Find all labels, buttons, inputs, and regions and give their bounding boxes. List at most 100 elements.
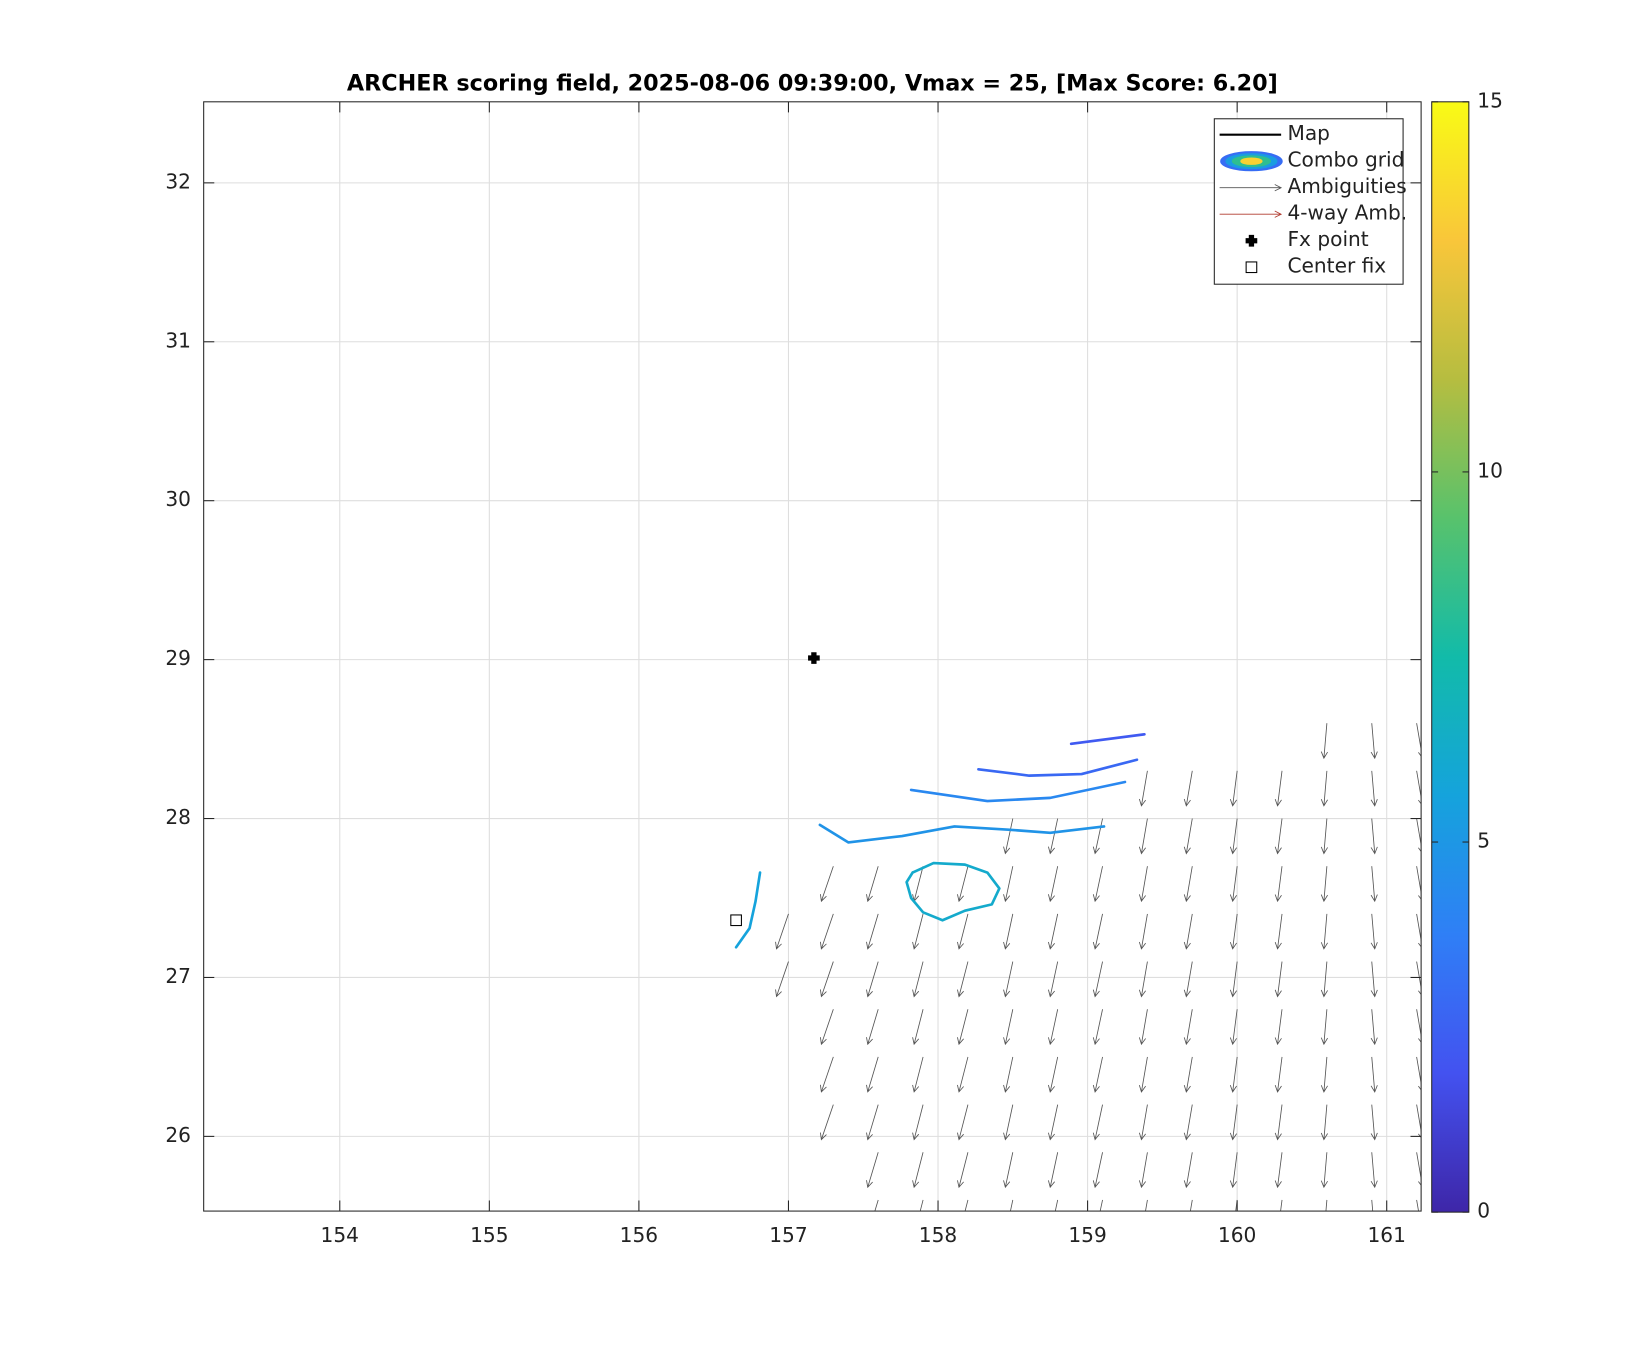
y-tick-label: 32 — [165, 169, 191, 193]
ambiguity-arrow — [1145, 1199, 1148, 1212]
ambiguity-arrow — [1183, 818, 1193, 855]
ambiguity-arrow — [866, 1152, 879, 1189]
y-tick-label: 27 — [165, 964, 191, 988]
ambiguity-arrow — [1235, 1199, 1238, 1212]
ambiguity-arrow — [1416, 723, 1422, 757]
ambiguity-arrow — [866, 866, 879, 903]
axes-box — [203, 101, 1422, 1212]
ambiguity-arrow — [957, 866, 969, 903]
ambiguity-arrow — [1092, 1056, 1103, 1093]
ambiguity-arrow — [1138, 961, 1148, 998]
x-tick-label: 161 — [1368, 1223, 1406, 1247]
x-tick-label: 160 — [1218, 1223, 1256, 1247]
ambiguity-arrow — [1048, 961, 1059, 998]
ambiguity-arrow — [1003, 1104, 1014, 1141]
ambiguity-arrow — [1048, 1152, 1059, 1189]
ambiguity-arrow — [1183, 913, 1193, 950]
ambiguity-arrow — [964, 1199, 969, 1212]
ambiguity-arrow — [1138, 1009, 1148, 1046]
ambiguity-arrow — [1048, 818, 1059, 855]
ambiguity-arrow — [1003, 1009, 1014, 1046]
ambiguity-arrow — [1325, 1199, 1328, 1212]
ambiguity-arrow — [1183, 866, 1193, 903]
ambiguity-arrow — [1003, 961, 1014, 998]
x-tick-label: 159 — [1068, 1223, 1106, 1247]
ambiguity-arrow — [819, 1104, 834, 1141]
ambiguity-arrow — [1138, 1104, 1148, 1141]
grid — [203, 101, 1422, 1212]
legend-label: Combo grid — [1287, 148, 1404, 172]
legend-label: Ambiguities — [1287, 174, 1406, 198]
ambiguity-arrow — [1048, 913, 1059, 950]
ambiguity-arrow — [1370, 1104, 1378, 1141]
ambiguity-arrow — [1183, 770, 1193, 807]
ambiguity-arrow — [1138, 770, 1148, 807]
ambiguity-arrow — [1048, 1009, 1059, 1046]
ambiguity-arrow — [1370, 913, 1378, 950]
ambiguity-arrow — [1003, 866, 1014, 903]
ambiguity-arrow — [1416, 770, 1422, 805]
y-tick-label: 29 — [165, 646, 191, 670]
contour-line — [909, 780, 1127, 803]
ambiguity-arrow — [1370, 770, 1378, 807]
x-tick-label: 158 — [919, 1223, 957, 1247]
ambiguity-arrow — [912, 913, 924, 950]
ambiguity-arrow — [1274, 1104, 1283, 1141]
ambiguity-arrow — [1054, 1199, 1059, 1212]
ambiguity-arrow — [866, 1104, 879, 1141]
legend-label: Map — [1287, 121, 1329, 145]
contour-line — [734, 871, 762, 949]
ambiguity-arrow — [1229, 1056, 1238, 1093]
ambiguity-arrow — [1183, 1056, 1193, 1093]
ambiguity-arrow — [1138, 1056, 1148, 1093]
ambiguity-arrow — [1092, 866, 1103, 903]
ambiguity-arrow — [912, 1104, 924, 1141]
ambiguity-arrow — [775, 961, 789, 998]
ambiguity-arrow — [1003, 1152, 1014, 1189]
x-tick-label: 154 — [321, 1223, 359, 1247]
ambiguity-arrow — [1371, 1199, 1374, 1212]
ambiguity-arrow — [1009, 1199, 1014, 1212]
ambiguity-arrow — [775, 913, 789, 950]
ambiguity-arrow — [819, 1009, 834, 1046]
legend-icon — [1245, 234, 1258, 247]
y-tick-label: 30 — [165, 487, 191, 511]
colorbar-tick-label: 5 — [1477, 829, 1490, 853]
ambiguity-arrow — [1048, 866, 1059, 903]
ambiguity-arrow — [1092, 961, 1103, 998]
x-tick-label: 156 — [620, 1223, 658, 1247]
x-tick-label: 157 — [769, 1223, 807, 1247]
ambiguity-arrow — [1370, 818, 1378, 855]
ambiguity-arrow — [1320, 770, 1328, 807]
chart-title: ARCHER scoring field, 2025-08-06 09:39:0… — [347, 70, 1278, 96]
ambiguity-arrow — [1003, 913, 1014, 950]
legend-icon — [1245, 261, 1258, 274]
ambiguity-arrow — [1370, 866, 1378, 903]
ambiguity-arrow — [1274, 913, 1283, 950]
legend-icon — [1240, 157, 1263, 165]
colorbar-tick-label: 0 — [1477, 1199, 1490, 1223]
colorbar-ticks: 0 5 10 15 — [1431, 88, 1503, 1223]
ambiguity-arrow — [1229, 913, 1238, 950]
fx-point — [808, 652, 820, 664]
ambiguity-arrow — [1416, 1152, 1422, 1186]
ambiguity-arrow — [1320, 913, 1328, 950]
ambiguity-arrow — [866, 1056, 879, 1093]
ambiguity-arrow — [1138, 1152, 1148, 1189]
ambiguity-arrow — [819, 866, 834, 903]
colorbar-tick-label: 15 — [1477, 88, 1503, 112]
ambiguity-arrow — [819, 913, 834, 950]
plot-data — [730, 652, 1422, 1212]
ambiguity-arrow — [866, 1009, 879, 1046]
legend-icon — [1219, 210, 1283, 218]
ambiguity-arrow — [1320, 866, 1328, 903]
legend-icon — [1219, 184, 1283, 192]
legend-label: Fx point — [1287, 227, 1368, 251]
ambiguity-arrow — [1138, 818, 1148, 855]
ambiguity-arrow — [912, 961, 924, 998]
ambiguity-arrow — [1003, 1056, 1014, 1093]
legend-box — [1213, 118, 1404, 285]
ambiguity-arrow — [1229, 1009, 1238, 1046]
ambiguity-arrow — [1099, 1199, 1103, 1212]
